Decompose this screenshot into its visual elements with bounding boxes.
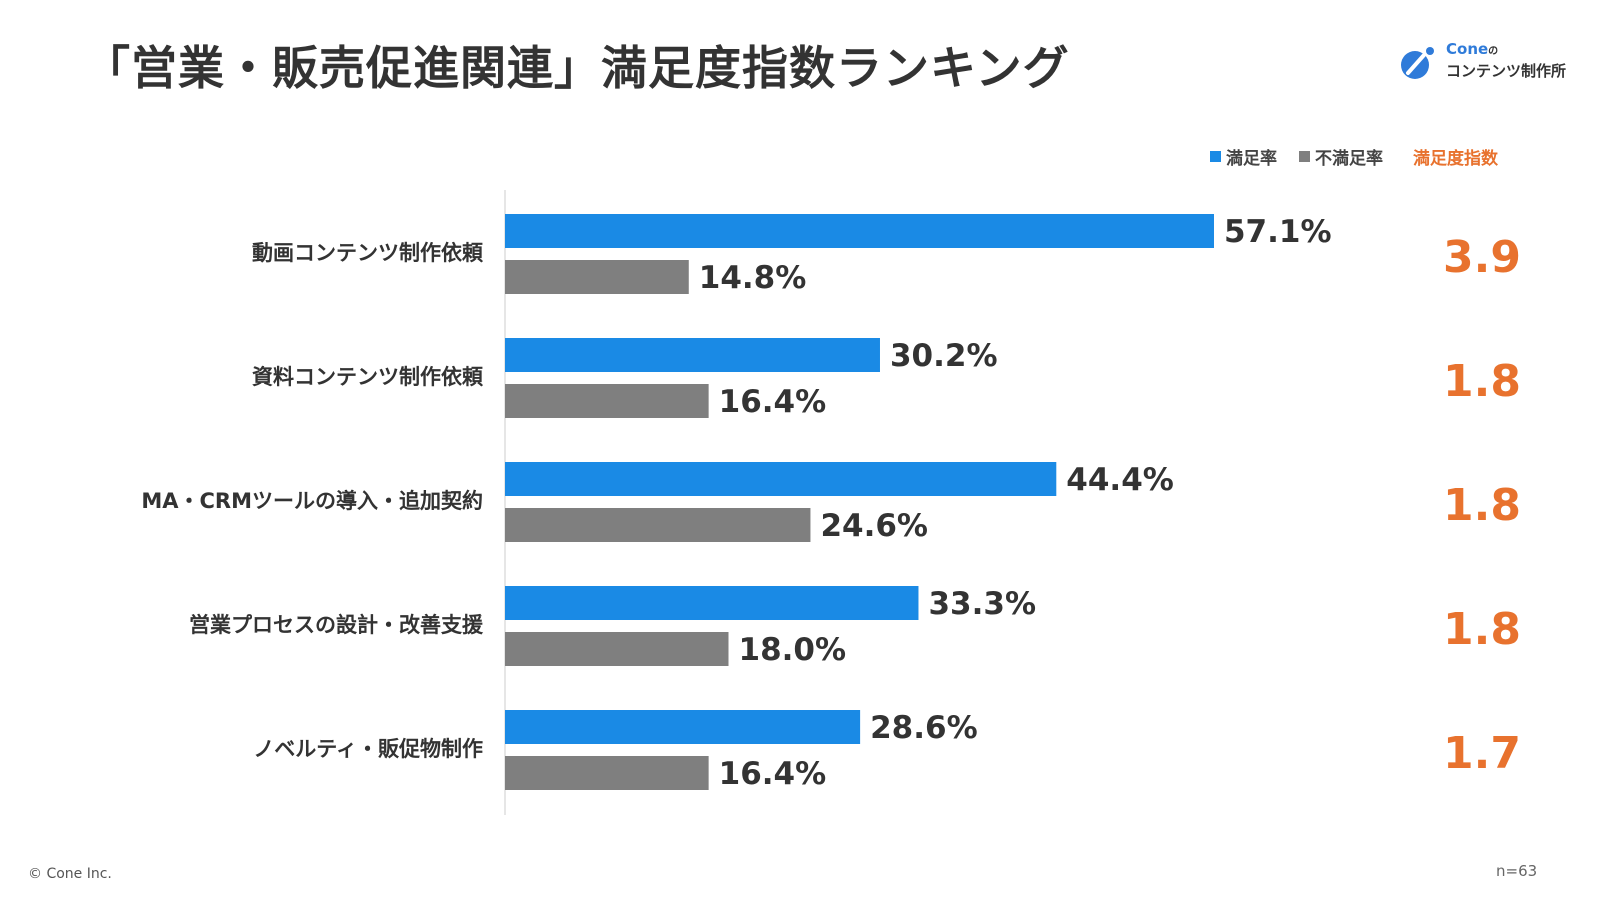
satisfied-value-label: 44.4% bbox=[1066, 462, 1174, 498]
logo-subtitle: コンテンツ制作所 bbox=[1446, 62, 1567, 80]
dissatisfied-value-label: 16.4% bbox=[719, 384, 827, 420]
satisfied-value-label: 33.3% bbox=[928, 586, 1036, 622]
category-label: 営業プロセスの設計・改善支援 bbox=[189, 613, 484, 637]
dissatisfied-value-label: 16.4% bbox=[719, 756, 827, 792]
legend-dissatisfied: 不満足率 bbox=[1299, 144, 1383, 169]
logo-particle: の bbox=[1488, 46, 1499, 57]
legend-dissatisfied-swatch bbox=[1299, 151, 1310, 162]
dissatisfied-bar bbox=[505, 384, 709, 418]
category-label: ノベルティ・販促物制作 bbox=[253, 737, 483, 761]
page-title: 「営業・販売促進関連」満足度指数ランキング bbox=[84, 41, 1070, 95]
satisfied-bar bbox=[505, 462, 1057, 496]
dissatisfied-bar bbox=[505, 260, 689, 294]
category-label: MA・CRMツールの導入・追加契約 bbox=[141, 489, 483, 513]
satisfaction-index-value: 1.8 bbox=[1443, 480, 1521, 531]
category-label: 資料コンテンツ制作依頼 bbox=[252, 365, 484, 389]
satisfaction-index-value: 1.7 bbox=[1443, 728, 1521, 779]
legend-dissatisfied-label: 不満足率 bbox=[1315, 149, 1383, 169]
satisfied-value-label: 57.1% bbox=[1224, 214, 1332, 250]
satisfaction-index-value: 1.8 bbox=[1443, 356, 1521, 407]
satisfied-bar bbox=[505, 586, 919, 620]
dissatisfied-value-label: 14.8% bbox=[699, 260, 807, 296]
chart-legend: 満足率 不満足率 満足度指数 bbox=[1210, 144, 1498, 169]
legend-satisfied-label: 満足率 bbox=[1226, 149, 1277, 169]
dissatisfied-value-label: 18.0% bbox=[739, 632, 847, 668]
logo-text: Coneの コンテンツ制作所 bbox=[1446, 40, 1566, 81]
logo-brand: Cone bbox=[1446, 40, 1489, 58]
dissatisfied-bar bbox=[505, 756, 709, 790]
satisfied-bar bbox=[505, 214, 1214, 248]
legend-satisfied-swatch bbox=[1210, 151, 1221, 162]
satisfied-bar bbox=[505, 710, 861, 744]
satisfied-value-label: 28.6% bbox=[870, 710, 978, 746]
legend-satisfied: 満足率 bbox=[1210, 144, 1277, 169]
dissatisfied-bar bbox=[505, 632, 729, 666]
satisfaction-index-value: 3.9 bbox=[1443, 232, 1521, 283]
satisfied-bar bbox=[505, 338, 880, 372]
dissatisfied-bar bbox=[505, 508, 811, 542]
legend-index-label: 満足度指数 bbox=[1413, 149, 1498, 169]
sample-size: n=63 bbox=[1496, 862, 1538, 880]
cone-logo-icon bbox=[1401, 47, 1434, 79]
satisfaction-index-value: 1.8 bbox=[1443, 604, 1521, 655]
dissatisfied-value-label: 24.6% bbox=[820, 508, 928, 544]
satisfied-value-label: 30.2% bbox=[890, 338, 998, 374]
category-label: 動画コンテンツ制作依頼 bbox=[252, 241, 484, 265]
copyright: © Cone Inc. bbox=[28, 866, 112, 882]
